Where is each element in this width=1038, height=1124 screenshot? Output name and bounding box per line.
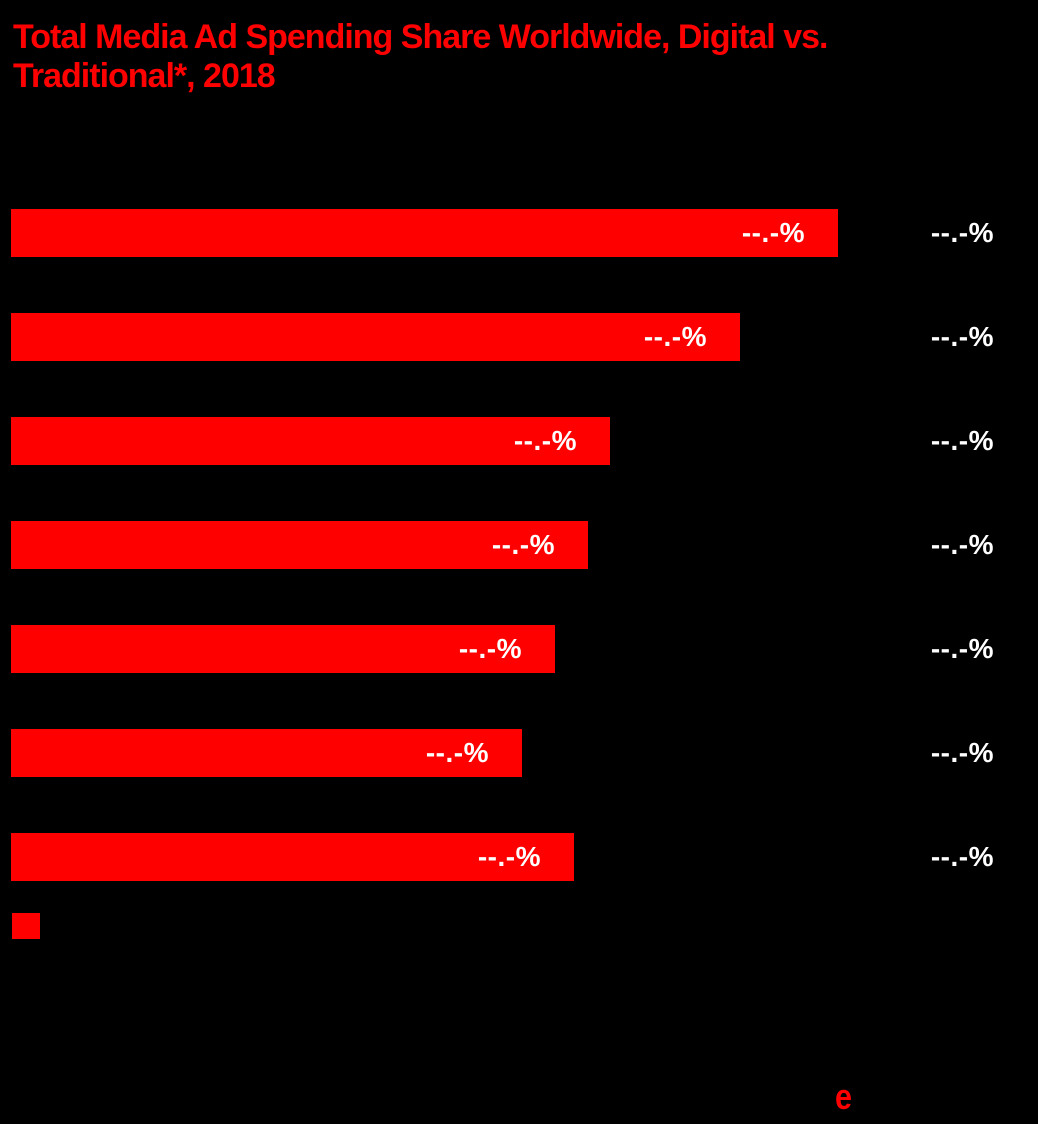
table-row: --.-% --.-% xyxy=(11,313,1027,361)
traditional-value-label: --.-% xyxy=(930,633,994,664)
bar-segment-digital: --.-% xyxy=(11,625,555,673)
legend-digital-swatch xyxy=(12,913,40,939)
traditional-value-label: --.-% xyxy=(930,425,994,456)
table-row: --.-% --.-% xyxy=(11,521,1027,569)
bar-segment-traditional: --.-% xyxy=(574,833,1027,881)
bar-segment-digital: --.-% xyxy=(11,833,574,881)
bar-segment-traditional: --.-% xyxy=(588,521,1027,569)
digital-value-label: --.-% xyxy=(458,633,522,664)
emarketer-logo-e-icon: e xyxy=(835,1076,853,1117)
digital-value-label: --.-% xyxy=(643,321,707,352)
digital-value-label: --.-% xyxy=(477,841,541,872)
digital-value-label: --.-% xyxy=(513,425,577,456)
traditional-value-label: --.-% xyxy=(930,321,994,352)
bar-segment-digital: --.-% xyxy=(11,417,610,465)
traditional-value-label: --.-% xyxy=(930,529,994,560)
bar-segment-traditional: --.-% xyxy=(838,209,1027,257)
table-row: --.-% --.-% xyxy=(11,209,1027,257)
chart-title-line1: Total Media Ad Spending Share Worldwide,… xyxy=(13,18,828,56)
bar-segment-traditional: --.-% xyxy=(610,417,1027,465)
digital-value-label: --.-% xyxy=(425,737,489,768)
bar-segment-digital: --.-% xyxy=(11,729,522,777)
bar-segment-digital: --.-% xyxy=(11,209,838,257)
chart-title-line2: Traditional*, 2018 xyxy=(13,57,276,95)
bar-segment-traditional: --.-% xyxy=(555,625,1027,673)
bar-segment-traditional: --.-% xyxy=(740,313,1027,361)
traditional-value-label: --.-% xyxy=(930,217,994,248)
table-row: --.-% --.-% xyxy=(11,625,1027,673)
bar-segment-traditional: --.-% xyxy=(522,729,1027,777)
traditional-value-label: --.-% xyxy=(930,841,994,872)
table-row: --.-% --.-% xyxy=(11,729,1027,777)
bar-segment-digital: --.-% xyxy=(11,521,588,569)
table-row: --.-% --.-% xyxy=(11,833,1027,881)
chart-title: Total Media Ad Spending Share Worldwide,… xyxy=(13,18,1028,96)
traditional-value-label: --.-% xyxy=(930,737,994,768)
digital-value-label: --.-% xyxy=(491,529,555,560)
bar-segment-digital: --.-% xyxy=(11,313,740,361)
digital-value-label: --.-% xyxy=(741,217,805,248)
table-row: --.-% --.-% xyxy=(11,417,1027,465)
